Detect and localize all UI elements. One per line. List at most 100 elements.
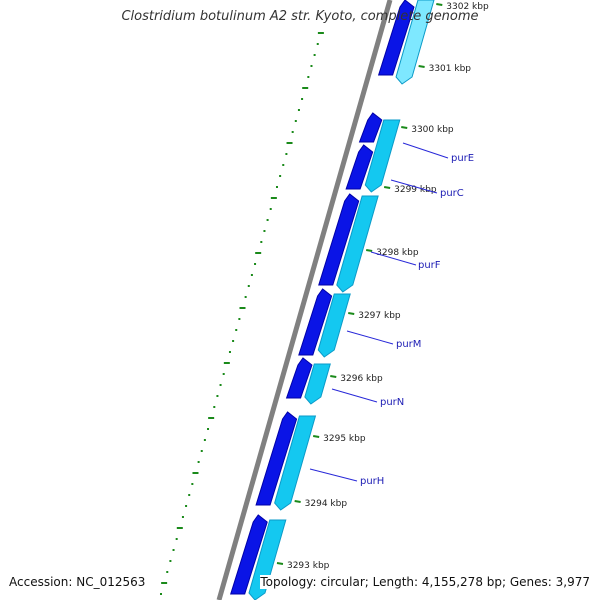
forward-gene-arrow — [230, 514, 268, 595]
forward-strand-genes — [230, 0, 415, 595]
scale-tick-label: 3293 kbp — [287, 561, 330, 571]
gene-label: purC — [440, 188, 464, 199]
gene-leader-line — [370, 251, 417, 266]
gc-dot — [294, 120, 297, 122]
gc-dot — [191, 483, 194, 485]
forward-gene-arrow — [358, 112, 383, 143]
gc-dot — [200, 450, 203, 452]
gc-dot — [254, 263, 257, 265]
gc-dot — [286, 142, 293, 144]
gc-dot — [301, 98, 304, 100]
gene-leader-line — [390, 179, 438, 194]
map-title: Clostridium botulinum A2 str. Kyoto, com… — [121, 9, 479, 24]
forward-gene-arrow — [345, 144, 374, 190]
reverse-gene-arrow — [336, 195, 379, 293]
gene-leader-line — [309, 468, 358, 482]
topology-text: Topology: circular; Length: 4,155,278 bp… — [260, 575, 590, 589]
gc-dot — [310, 65, 313, 67]
gene-leader-line — [331, 388, 378, 403]
gc-dot — [192, 472, 199, 474]
gc-dot — [255, 252, 262, 254]
gene-label: purF — [418, 260, 441, 271]
gc-dot — [244, 296, 247, 298]
scale-tick-label: 3297 kbp — [358, 311, 401, 321]
forward-gene-arrow — [285, 357, 313, 399]
scale-tick-label: 3295 kbp — [323, 434, 366, 444]
scale-tick — [294, 500, 301, 503]
gc-dot — [223, 362, 230, 364]
gene-leader-line — [402, 142, 449, 159]
forward-gene-arrow — [377, 0, 415, 76]
scale-tick — [348, 312, 355, 315]
reverse-gene-arrow — [304, 363, 331, 405]
gc-dot — [250, 274, 253, 276]
gc-dot — [203, 439, 206, 441]
gc-dot — [159, 593, 162, 595]
gc-dot — [266, 219, 269, 221]
gc-dot — [228, 351, 231, 353]
gene-leader-line — [346, 330, 394, 345]
gc-dot — [285, 153, 288, 155]
gc-dot — [176, 527, 183, 529]
reverse-gene-arrow — [248, 519, 287, 600]
scale-tick-label: 3300 kbp — [411, 125, 454, 135]
scale-tick-label: 3294 kbp — [305, 499, 348, 509]
reverse-strand-genes — [248, 0, 435, 600]
gc-dot — [181, 516, 184, 518]
gc-dot — [282, 164, 285, 166]
gc-dot — [269, 208, 272, 210]
gc-dot — [307, 76, 310, 78]
gc-dot — [279, 175, 282, 177]
gc-dot — [216, 395, 219, 397]
gc-dot — [263, 230, 266, 232]
scale-tick — [383, 186, 391, 189]
forward-gene-arrow — [318, 193, 360, 286]
gc-dot — [239, 307, 246, 309]
gc-dot — [207, 428, 210, 430]
forward-gene-arrow — [255, 411, 298, 506]
gc-dot — [317, 32, 324, 34]
gc-dot — [232, 340, 235, 342]
reverse-gene-arrow — [274, 415, 317, 511]
reverse-gene-arrow — [317, 293, 351, 358]
scale-ticks: 3302 kbp 3301 kbp 3300 kbp 3299 kbp 3298 kbp… — [276, 2, 489, 571]
accession-text: Accession: NC_012563 — [9, 575, 146, 589]
gc-dot — [316, 43, 319, 45]
gc-content-track — [159, 32, 324, 595]
forward-gene-arrow — [298, 288, 333, 356]
scale-tick-label: 3302 kbp — [446, 2, 489, 12]
scale-tick — [401, 126, 408, 129]
gc-dot — [161, 582, 168, 584]
gene-label: purM — [396, 339, 421, 350]
gc-dot — [260, 241, 263, 243]
scale-tick-label: 3301 kbp — [429, 64, 472, 74]
scale-tick — [276, 562, 284, 565]
gene-label: purH — [360, 476, 384, 487]
gc-dot — [185, 505, 188, 507]
gc-dot — [222, 373, 225, 375]
scale-tick-label: 3298 kbp — [376, 248, 419, 258]
scale-tick-label: 3296 kbp — [340, 374, 383, 384]
gc-dot — [302, 87, 309, 89]
gene-labels: purE purC purF purM purN purH — [309, 142, 474, 487]
gc-dot — [235, 329, 238, 331]
gc-dot — [270, 197, 277, 199]
reverse-gene-arrow — [364, 119, 401, 193]
scale-tick — [330, 375, 337, 378]
gc-dot — [213, 406, 216, 408]
gc-dot — [172, 549, 175, 551]
gene-label: purN — [380, 397, 404, 408]
gene-label: purE — [451, 153, 474, 164]
gc-dot — [313, 54, 316, 56]
gc-dot — [238, 318, 241, 320]
gc-dot — [219, 384, 222, 386]
scale-tick — [313, 435, 320, 438]
gc-dot — [169, 560, 172, 562]
gc-dot — [247, 285, 250, 287]
gc-dot — [166, 571, 169, 573]
gc-dot — [208, 417, 215, 419]
scale-tick-label: 3299 kbp — [394, 185, 437, 195]
scale-tick — [366, 249, 373, 252]
reverse-gene-arrow — [395, 0, 435, 85]
